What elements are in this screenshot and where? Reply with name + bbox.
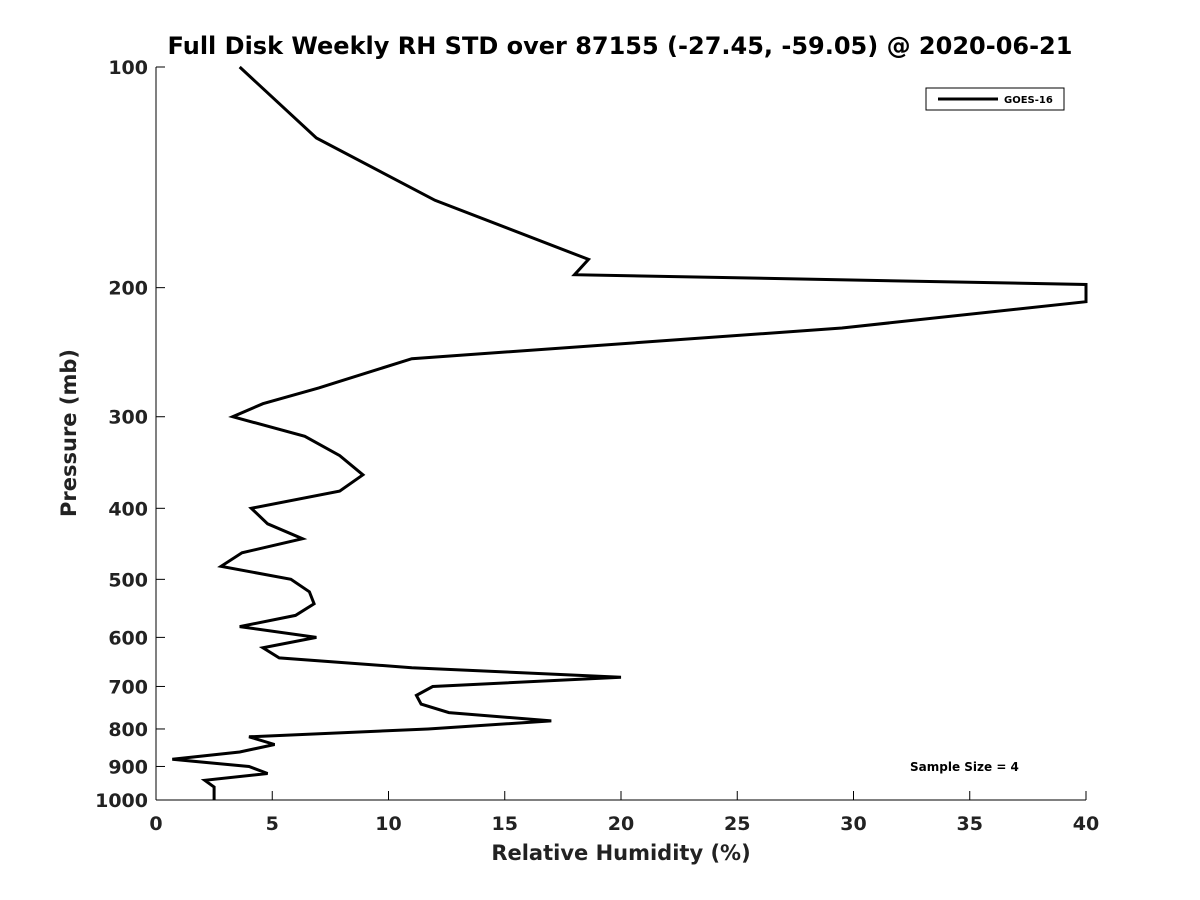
y-tick-label: 500: [108, 569, 148, 591]
x-ticks: 0 5 10 15 20 25 30 35 40: [149, 791, 1099, 835]
y-tick-label: 400: [108, 498, 148, 520]
y-tick-label: 600: [108, 627, 148, 649]
legend-entry-label: GOES-16: [1004, 95, 1053, 106]
series-line-goes16: [172, 65, 1088, 800]
x-tick-label: 5: [266, 813, 279, 835]
y-axis-label: Pressure (mb): [57, 349, 81, 517]
x-tick-label: 20: [608, 813, 634, 835]
y-ticks: 100 200 300 400 500 600 700 800 900 1000: [95, 57, 165, 812]
x-tick-label: 30: [840, 813, 866, 835]
sample-size-annotation: Sample Size = 4: [910, 760, 1019, 774]
plot-area: 0 5 10 15 20 25 30 35 40 100 200 300 400 500 600 700 80…: [95, 57, 1099, 835]
chart-title: Full Disk Weekly RH STD over 87155 (-27.…: [168, 32, 1073, 60]
y-tick-label: 700: [108, 676, 148, 698]
x-axis-label: Relative Humidity (%): [491, 841, 750, 865]
x-tick-label: 40: [1073, 813, 1099, 835]
y-tick-label: 200: [108, 278, 148, 300]
y-tick-label: 100: [108, 57, 148, 79]
y-tick-label: 800: [108, 719, 148, 741]
y-tick-label: 1000: [95, 790, 148, 812]
x-tick-label: 15: [492, 813, 518, 835]
x-tick-label: 25: [724, 813, 750, 835]
x-tick-label: 0: [149, 813, 162, 835]
y-tick-label: 900: [108, 756, 148, 778]
x-tick-label: 35: [957, 813, 983, 835]
y-tick-label: 300: [108, 407, 148, 429]
legend: GOES-16: [925, 87, 1065, 111]
x-tick-label: 10: [375, 813, 401, 835]
series-layer: [172, 65, 1088, 800]
